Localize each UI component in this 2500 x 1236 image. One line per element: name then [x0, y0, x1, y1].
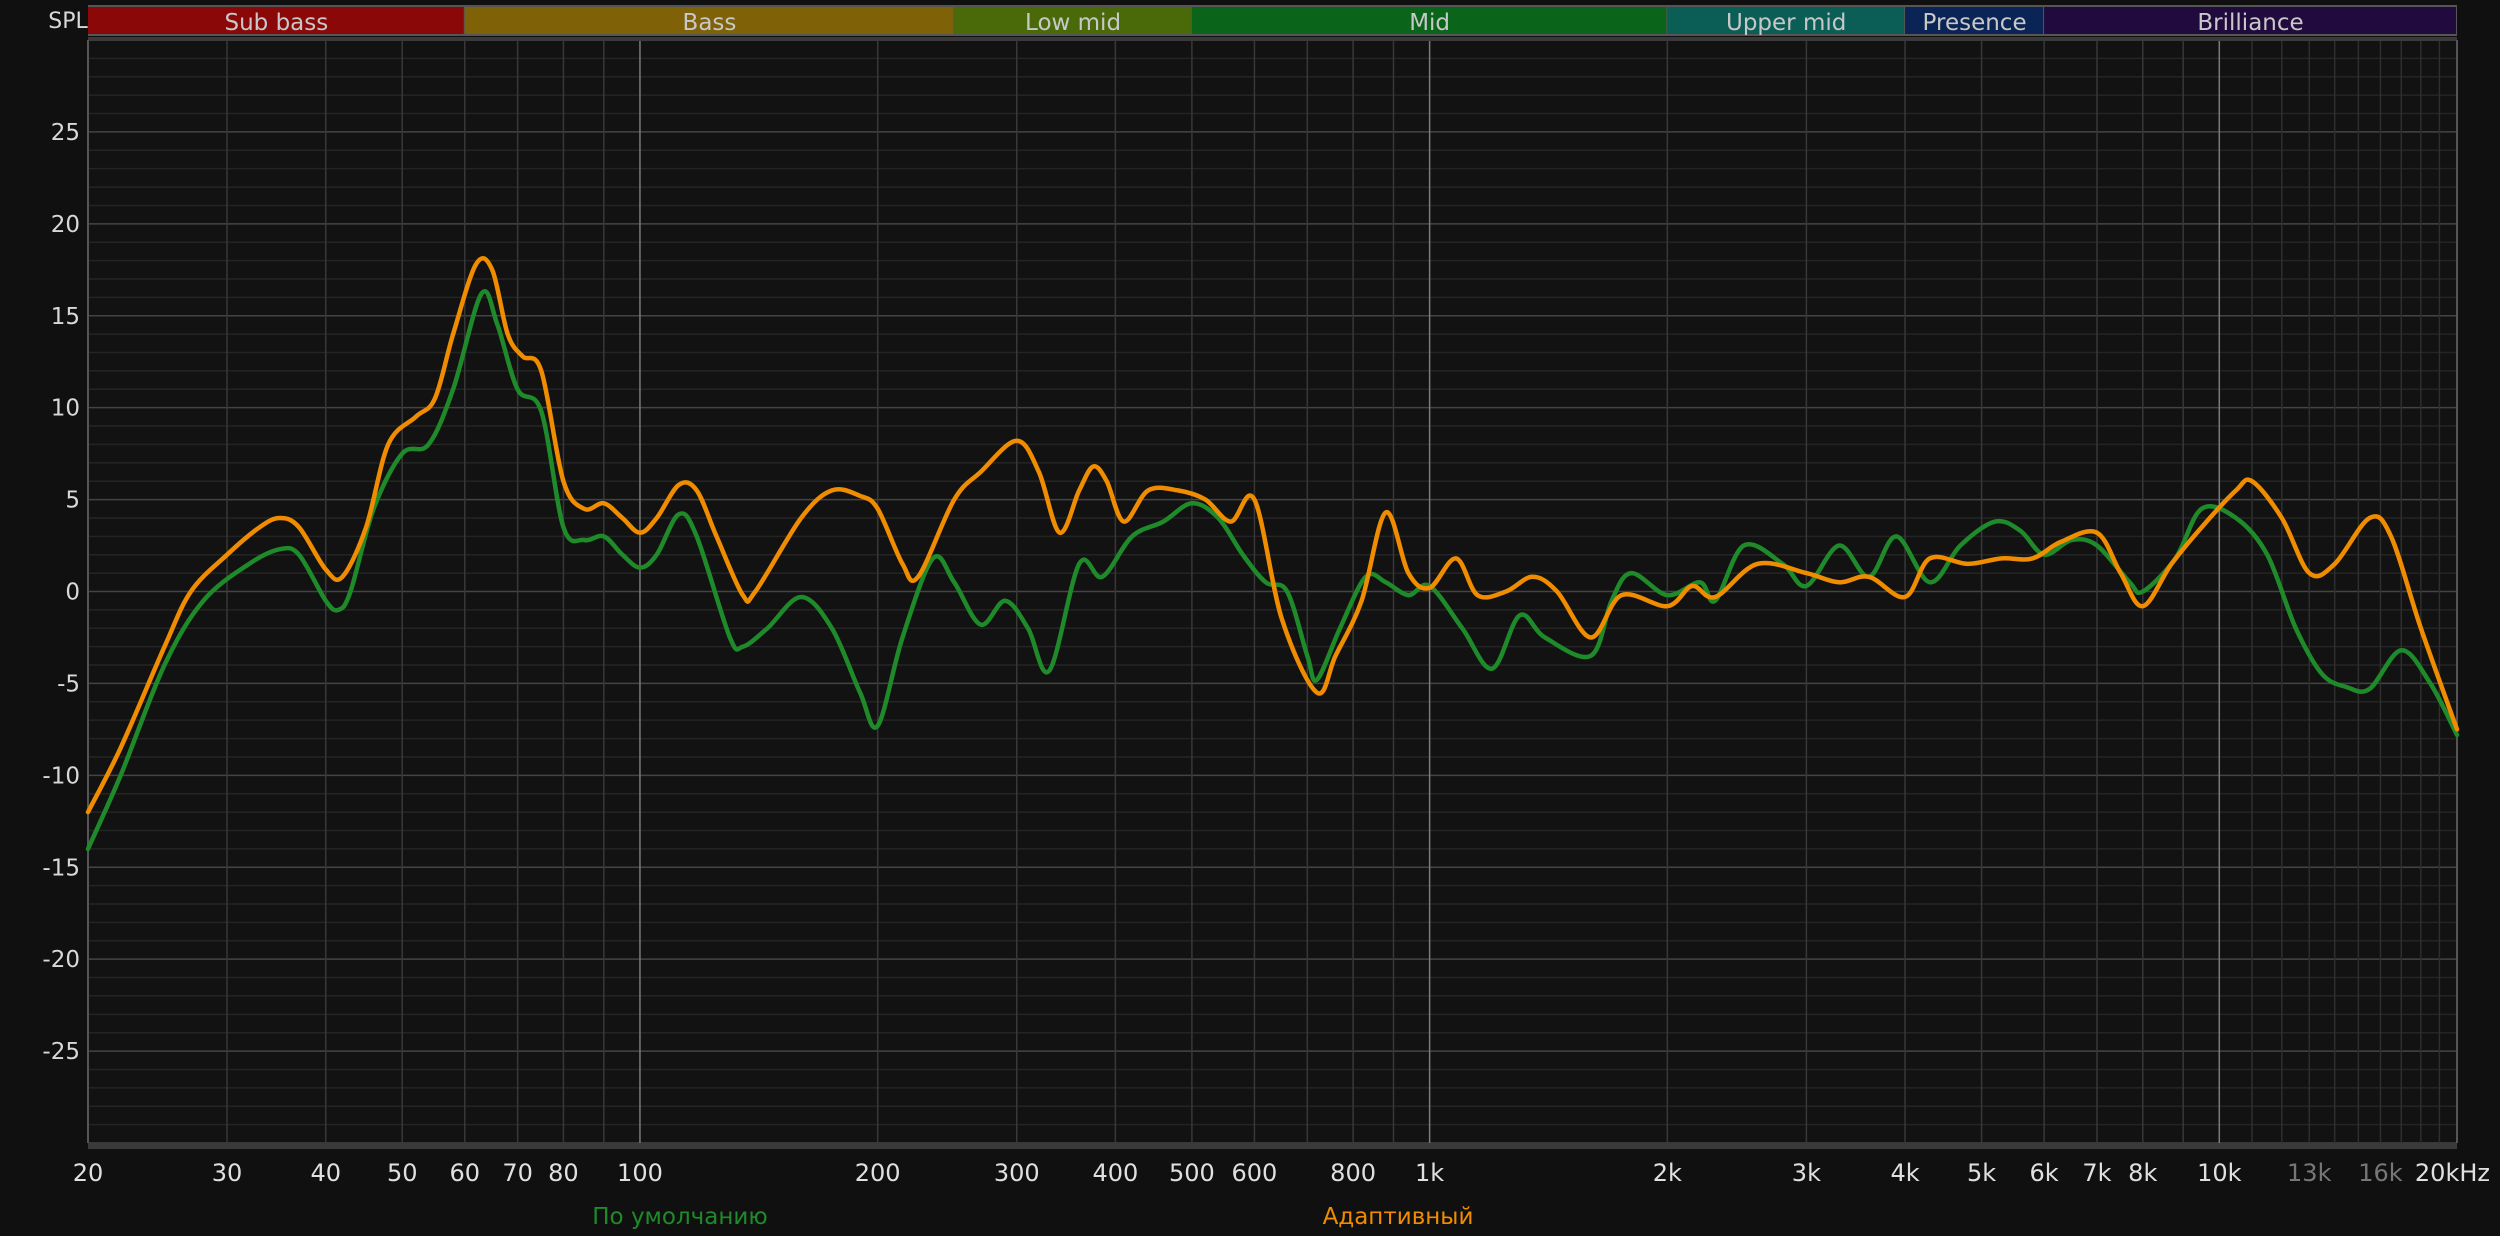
x-tick-label: 7k — [2082, 1159, 2111, 1187]
x-tick-label: 20 — [73, 1159, 104, 1187]
x-tick-label: 500 — [1169, 1159, 1215, 1187]
legend: По умолчанию Адаптивный — [592, 1204, 1473, 1230]
curves — [85, 256, 2460, 852]
x-tick-label: 4k — [1890, 1159, 1919, 1187]
series-line-adaptive — [85, 256, 2460, 815]
band-label: Sub bass — [225, 10, 329, 36]
x-tick-label: 400 — [1092, 1159, 1138, 1187]
x-tick-label: 1k — [1415, 1159, 1444, 1187]
band-label: Mid — [1409, 10, 1450, 36]
x-tick-label: 10k — [2197, 1159, 2242, 1187]
x-tick-labels: 20 30 40 50 60 70 80 100 200 300 400 500 600 800 1k 2k 3… — [73, 1159, 2490, 1187]
band-label: Upper mid — [1726, 10, 1846, 36]
band-label: Presence — [1923, 10, 2027, 36]
band-brilliance — [2044, 7, 2456, 34]
x-tick-label: 8k — [2128, 1159, 2157, 1187]
x-tick-label: 40 — [310, 1159, 341, 1187]
x-tick-label: 600 — [1232, 1159, 1278, 1187]
y-tick-label: 15 — [51, 304, 80, 330]
y-tick-label: -10 — [42, 763, 80, 789]
x-tick-label: 100 — [617, 1159, 663, 1187]
x-tick-label: 6k — [2030, 1159, 2059, 1187]
y-tick-label: 0 — [65, 580, 80, 606]
legend-item-default[interactable]: По умолчанию — [592, 1204, 767, 1230]
x-tick-label: 200 — [855, 1159, 901, 1187]
y-tick-label: -5 — [57, 671, 80, 697]
y-tick-label: 25 — [51, 120, 80, 146]
y-tick-label: -15 — [42, 855, 80, 881]
plot-bottom-border — [88, 1143, 2457, 1149]
x-tick-label: 13k — [2287, 1159, 2332, 1187]
band-label: Low mid — [1025, 10, 1121, 36]
band-upper-mid — [1667, 7, 1905, 34]
band-low-mid — [954, 7, 1191, 34]
x-tick-label: 800 — [1330, 1159, 1376, 1187]
x-tick-label: 20kHz — [2415, 1159, 2490, 1187]
y-tick-label: 5 — [65, 488, 80, 514]
band-bass — [464, 7, 954, 34]
x-tick-label: 50 — [387, 1159, 418, 1187]
y-tick-label: -20 — [42, 947, 80, 973]
series-line-default — [85, 289, 2460, 852]
x-tick-label: 2k — [1653, 1159, 1682, 1187]
band-label: Brilliance — [2197, 10, 2303, 36]
plot-top-border — [88, 37, 2457, 41]
x-tick-label: 5k — [1967, 1159, 1996, 1187]
y-axis-label: SPL — [48, 9, 88, 34]
x-tick-label: 3k — [1792, 1159, 1821, 1187]
band-mid — [1191, 7, 1667, 34]
x-tick-label: 300 — [994, 1159, 1040, 1187]
x-tick-label: 60 — [449, 1159, 480, 1187]
band-presence — [1905, 7, 2044, 34]
band-sub-bass — [88, 7, 464, 34]
x-tick-label: 30 — [212, 1159, 243, 1187]
y-tick-label: 20 — [51, 212, 80, 238]
y-tick-label: -25 — [42, 1039, 80, 1065]
x-tick-label: 80 — [548, 1159, 579, 1187]
grid — [87, 37, 2458, 1149]
y-tick-labels: 25 20 15 10 5 0 -5 -10 -15 -20 -25 — [42, 120, 80, 1065]
band-label: Bass — [683, 10, 737, 36]
x-tick-label: 70 — [502, 1159, 533, 1187]
frequency-bands: Sub bass Bass Low mid Mid Upper mid Presence B… — [88, 5, 2457, 36]
legend-item-adaptive[interactable]: Адаптивный — [1323, 1204, 1474, 1230]
y-tick-label: 10 — [51, 396, 80, 422]
x-tick-label: 16k — [2358, 1159, 2403, 1187]
